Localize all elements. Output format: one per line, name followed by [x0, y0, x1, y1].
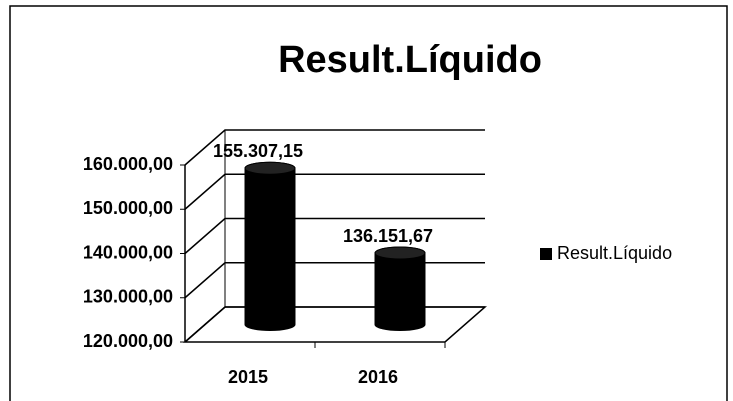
x-tick-label: 2016 — [358, 367, 398, 387]
floor — [183, 306, 487, 343]
data-label: 136.151,67 — [343, 226, 433, 246]
y-tick-label: 130.000,00 — [83, 287, 173, 307]
y-tick-label: 140.000,00 — [83, 242, 173, 262]
bar-top — [374, 246, 426, 260]
bar — [374, 246, 426, 331]
grid-line — [184, 217, 485, 255]
y-tick-label: 150.000,00 — [83, 198, 173, 218]
frame — [9, 5, 728, 401]
grid-line — [184, 262, 485, 299]
bar-top — [244, 161, 296, 175]
grid-line — [184, 129, 485, 166]
x-tick-label: 2015 — [228, 367, 268, 387]
chart-title: Result.Líquido — [278, 39, 542, 81]
data-label: 155.307,15 — [213, 141, 303, 161]
grid-line — [184, 306, 485, 343]
legend-label: Result.Líquido — [557, 243, 672, 263]
y-tick-label: 160.000,00 — [83, 154, 173, 174]
legend-swatch — [540, 248, 552, 260]
grid-line — [184, 173, 485, 210]
bar — [244, 161, 296, 331]
y-tick-label: 120.000,00 — [83, 331, 173, 351]
